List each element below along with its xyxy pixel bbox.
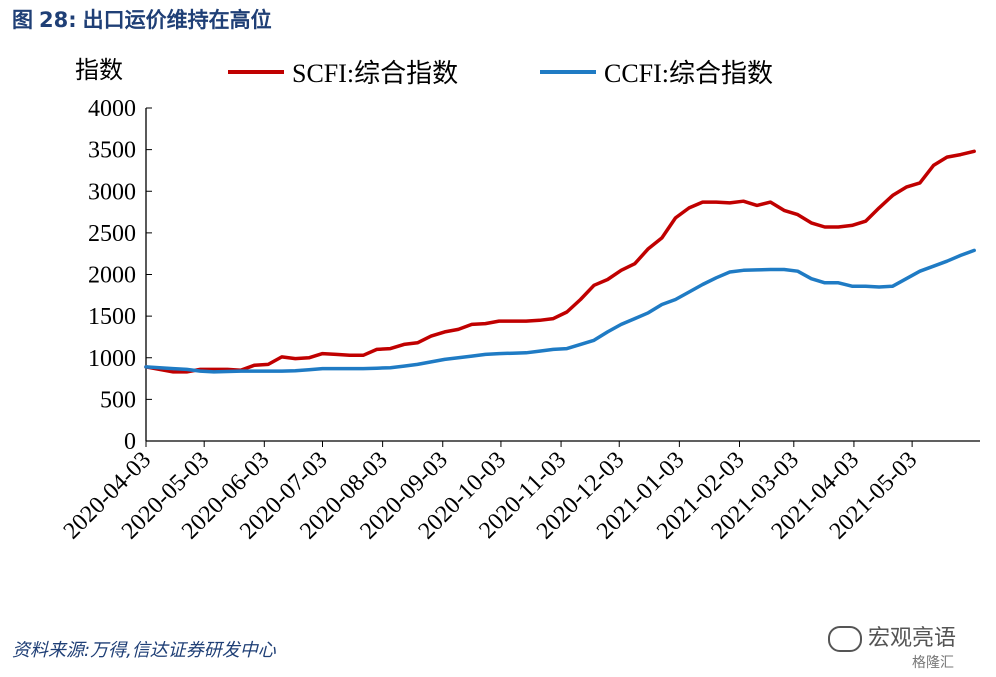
- y-tick-label: 0: [124, 429, 136, 455]
- chart-lines: [144, 149, 976, 374]
- y-tick-label: 3500: [88, 138, 136, 164]
- y-tick-label: 1000: [88, 346, 136, 372]
- figure-title-prefix: 图: [12, 8, 33, 32]
- figure-title-text: 出口运价维持在高位: [82, 8, 272, 32]
- series-line-2: [144, 248, 976, 374]
- legend-label-1: SCFI:综合指数: [292, 59, 458, 88]
- y-tick-label: 1500: [88, 304, 136, 330]
- y-axis-ticks: 0 500 1000 1500 2000 2500 3000 3500 4000: [88, 96, 152, 455]
- watermark-secondary: 格隆汇: [912, 655, 954, 671]
- x-axis-ticks: 2020-04-032020-05-032020-06-032020-07-03…: [59, 441, 922, 544]
- watermark: 宏观亮语: [828, 620, 956, 652]
- line-chart: 0 500 1000 1500 2000 2500 3000 3500 4000 2020-04…: [59, 57, 980, 544]
- chart-axes: [145, 108, 980, 442]
- wechat-icon: [828, 626, 862, 652]
- watermark-text: 宏观亮语: [868, 626, 957, 651]
- chart-legend: SCFI:综合指数 CCFI:综合指数: [228, 59, 773, 88]
- y-axis-label: 指数: [75, 57, 123, 84]
- y-tick-label: 3000: [88, 179, 136, 205]
- y-tick-label: 500: [100, 387, 136, 413]
- y-tick-label: 2000: [88, 263, 136, 289]
- legend-label-2: CCFI:综合指数: [604, 59, 773, 88]
- figure-title-number: 28:: [39, 8, 77, 32]
- figure-title: 图 28: 出口运价维持在高位: [12, 4, 272, 34]
- y-tick-label: 4000: [88, 96, 136, 122]
- source-note: 资料来源:万得,信达证券研发中心: [12, 640, 276, 661]
- series-line-1: [144, 149, 976, 374]
- y-tick-label: 2500: [88, 221, 136, 247]
